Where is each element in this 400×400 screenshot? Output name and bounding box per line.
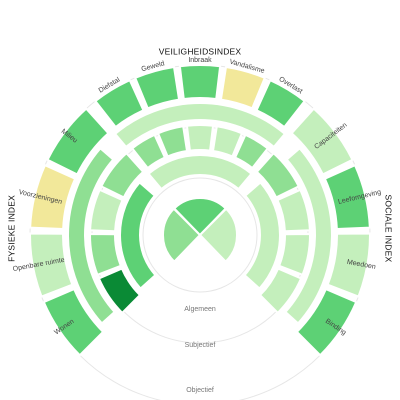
buurt-fysiek-segment-2[interactable] bbox=[29, 163, 77, 231]
subjectief-fysiek-segment-2[interactable] bbox=[89, 188, 124, 233]
buurt-veiligheid-segment-4[interactable] bbox=[255, 78, 307, 129]
subjectief-fysiek-segment-1[interactable] bbox=[89, 233, 123, 277]
buurt-sociaal-segment-0[interactable] bbox=[290, 107, 354, 176]
buurt-fysiek-segment-3[interactable] bbox=[46, 107, 110, 176]
subjectief-fysiek-segment-3[interactable] bbox=[100, 151, 145, 199]
buurt-sociaal-segment-2[interactable] bbox=[326, 232, 371, 298]
subjectief-sociaal-arc[interactable] bbox=[243, 181, 281, 290]
index-title-sociaal: SOCIALE INDEX bbox=[384, 195, 394, 263]
buurt-veiligheid-segment-0[interactable] bbox=[93, 78, 145, 129]
objectief-fysiek-arc[interactable] bbox=[67, 146, 116, 325]
subjectief-sociaal-segment-3[interactable] bbox=[258, 267, 303, 315]
objectief-sociaal-arc[interactable] bbox=[284, 146, 333, 325]
buurt-sociaal-segment-1[interactable] bbox=[323, 163, 371, 231]
buurt-veiligheid-segment-3[interactable] bbox=[219, 65, 267, 110]
subjectief-fysiek-segment-0[interactable] bbox=[97, 267, 142, 315]
subjectief-fysiek-arc[interactable] bbox=[119, 181, 157, 290]
subjectief-veiligheid-segment-2[interactable] bbox=[185, 124, 215, 152]
subjectief-veiligheid-segment-0[interactable] bbox=[130, 133, 167, 170]
level-label-2: Objectief bbox=[186, 387, 214, 394]
algemeen-veiligheid-wedge[interactable] bbox=[172, 197, 228, 237]
subjectief-veiligheid-arc[interactable] bbox=[147, 154, 253, 191]
index-title-veiligheid: VEILIGHEIDSINDEX bbox=[159, 46, 242, 56]
index-title-fysiek: FYSIEKE INDEX bbox=[6, 195, 16, 262]
subjectief-sociaal-segment-1[interactable] bbox=[276, 188, 311, 233]
subjectief-sociaal-segment-0[interactable] bbox=[255, 151, 300, 199]
guide-ring-algemeen bbox=[142, 177, 258, 293]
category-label-veiligheid-2: Inbraak bbox=[188, 57, 212, 64]
level-label-0: Algemeen bbox=[184, 306, 216, 313]
buurt-sociaal-segment-3[interactable] bbox=[295, 287, 358, 357]
subjectief-veiligheid-segment-3[interactable] bbox=[211, 125, 244, 158]
subjectief-sociaal-segment-2[interactable] bbox=[277, 233, 311, 277]
algemeen-sociaal-wedge[interactable] bbox=[198, 207, 238, 264]
buurt-fysiek-segment-1[interactable] bbox=[29, 232, 74, 298]
objectief-veiligheid-arc[interactable] bbox=[113, 102, 287, 149]
subjectief-veiligheid-segment-4[interactable] bbox=[233, 133, 270, 170]
buurt-fysiek-segment-0[interactable] bbox=[42, 287, 105, 357]
buurt-veiligheid-segment-1[interactable] bbox=[133, 65, 181, 110]
level-label-1: Subjectief bbox=[185, 342, 216, 349]
buurt-veiligheid-segment-2[interactable] bbox=[178, 64, 222, 101]
subjectief-veiligheid-segment-1[interactable] bbox=[156, 125, 189, 158]
algemeen-fysiek-wedge[interactable] bbox=[162, 207, 202, 264]
